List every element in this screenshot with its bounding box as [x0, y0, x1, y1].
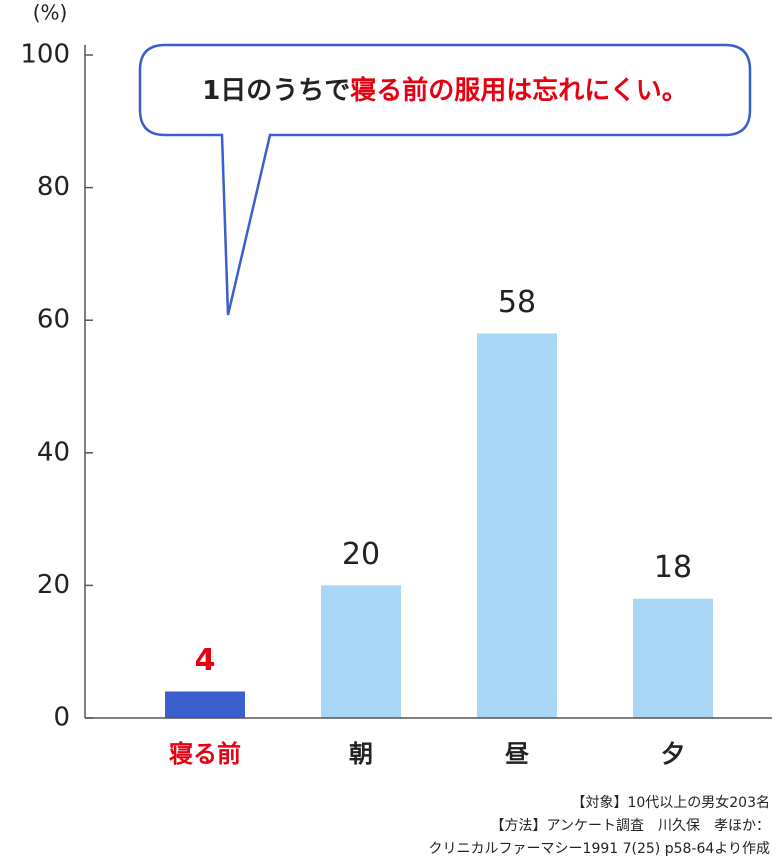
annotation-part: 1日のうちで — [202, 76, 350, 106]
source-note: クリニカルファーマシー1991 7(25) p58-64より作成 — [429, 841, 770, 857]
y-axis-unit: (%) — [33, 1, 68, 25]
value-label: 58 — [498, 285, 536, 320]
source-note: 【方法】アンケート調査 川久保 孝ほか： — [491, 818, 770, 834]
x-tick-label: 昼 — [505, 740, 529, 768]
y-tick-label: 0 — [53, 703, 70, 733]
y-tick-label: 80 — [37, 172, 70, 202]
value-label: 18 — [654, 550, 692, 585]
y-tick-label: 40 — [37, 437, 70, 467]
annotation: 1日のうちで寝る前の服用は忘れにくい。 — [202, 75, 688, 106]
y-tick-label: 100 — [20, 40, 70, 70]
bar — [321, 585, 401, 718]
x-tick-label: 寝る前 — [169, 740, 241, 768]
speech-bubble — [138, 43, 752, 316]
annotation-part: 寝る前の服用は忘れにくい。 — [350, 75, 687, 106]
bar — [165, 691, 245, 718]
y-tick-label: 60 — [37, 305, 70, 335]
x-tick-label: 朝 — [349, 740, 373, 768]
bar — [477, 333, 557, 718]
source-note: 【対象】10代以上の男女203名 — [571, 794, 770, 811]
value-label: 4 — [195, 643, 216, 678]
y-tick-label: 20 — [37, 570, 70, 600]
x-tick-label: 夕 — [661, 740, 685, 768]
bar — [633, 598, 713, 718]
value-label: 20 — [342, 537, 380, 572]
